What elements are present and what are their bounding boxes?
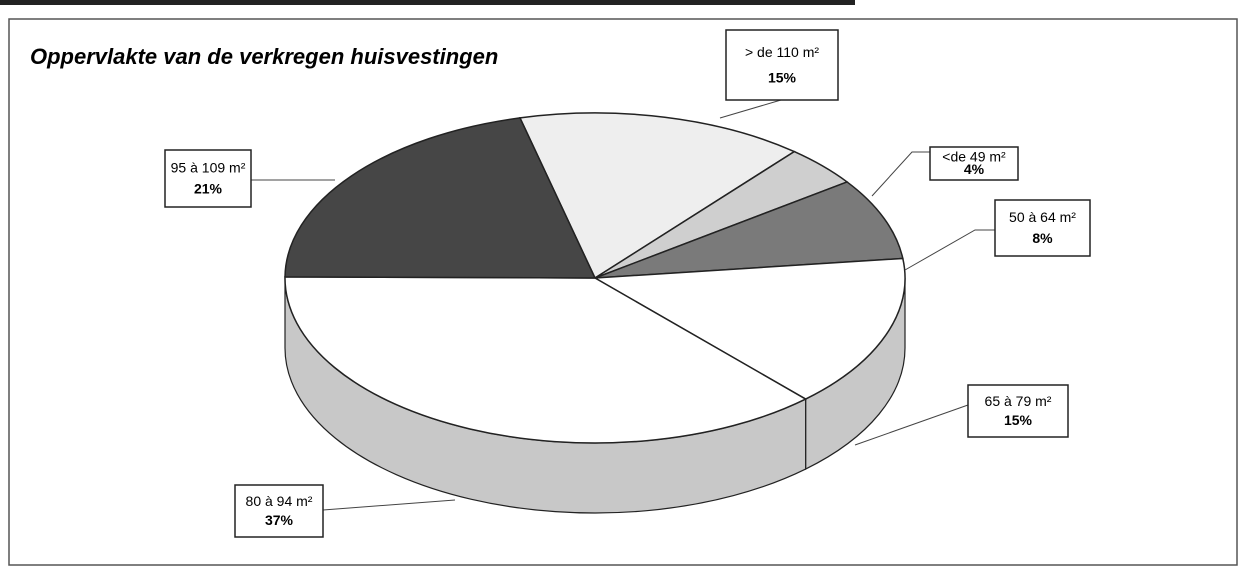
leader-line [904, 229, 995, 271]
label-box [929, 146, 1019, 181]
pie [284, 112, 906, 514]
label-name: 95 à 109 m² [171, 160, 246, 176]
label-box [234, 484, 324, 538]
label-box [725, 29, 839, 101]
labels: > de 110 m² 15% <de 49 m²4% 50 à 64 m² 8% 65 … [164, 29, 1091, 538]
leader-line [871, 151, 930, 197]
pie-slice [518, 112, 796, 280]
label-box [994, 199, 1091, 257]
label-value: 4% [964, 161, 985, 177]
label-name: <de 49 m² [942, 149, 1006, 165]
pie-slice [284, 117, 597, 279]
chart-title: Oppervlakte van de verkregen huisvesting… [30, 44, 498, 69]
leader-line [322, 499, 456, 511]
leader-line [719, 99, 782, 119]
leader-line [854, 404, 969, 446]
label-name: 80 à 94 m² [246, 493, 313, 509]
label-value: 15% [1004, 412, 1033, 428]
top-bar [0, 0, 855, 5]
label-value: 37% [265, 512, 294, 528]
label-name: 50 à 64 m² [1009, 209, 1076, 225]
label-value: 8% [1032, 230, 1053, 246]
label-box [967, 384, 1069, 438]
frame [8, 18, 1238, 566]
pie-slice [284, 276, 808, 444]
label-value: 15% [768, 70, 797, 86]
pie-slice [594, 181, 904, 279]
label-box [164, 149, 252, 208]
label-name: > de 110 m² [745, 44, 819, 60]
pie-slice [592, 257, 906, 400]
label-name: 65 à 79 m² [985, 393, 1052, 409]
label-value: 21% [194, 181, 223, 197]
